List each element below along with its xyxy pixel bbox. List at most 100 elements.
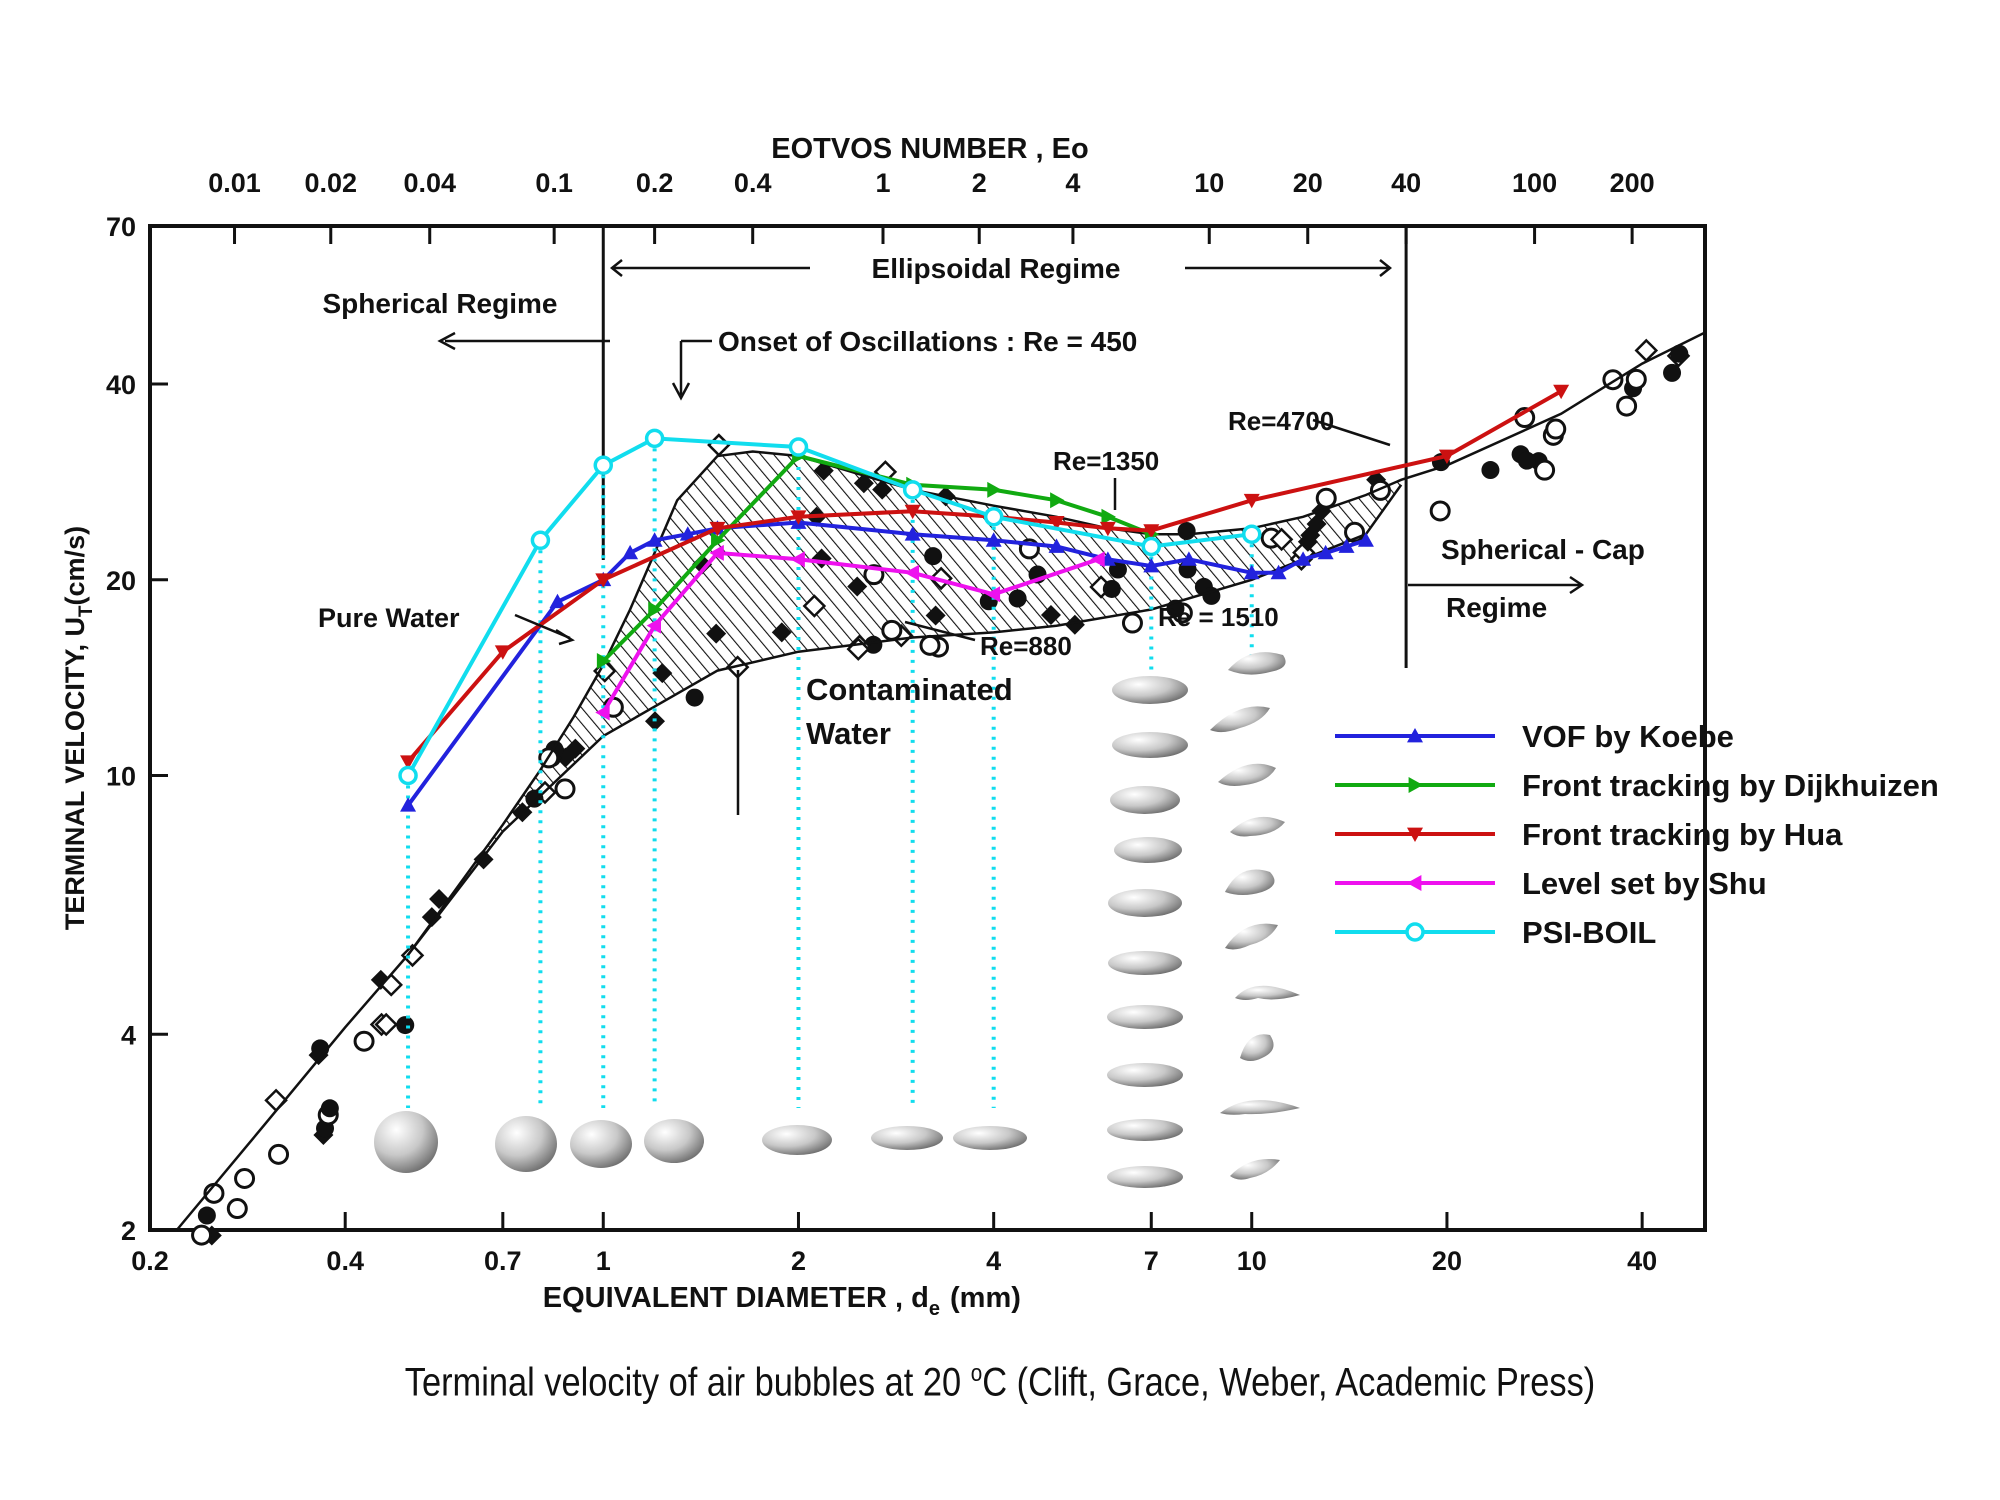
data-point [593,455,614,476]
bubble-shapes-row [374,1111,1027,1173]
experimental-point [1663,363,1682,382]
top-axis-title: EOTVOS NUMBER , Eo [771,133,1088,165]
x-tick-label: 7 [1144,1246,1159,1276]
axis-ticks: 0.2 0.4 0.7 1 2 4 7 10 20 40 2 4 10 20 40 70 0.01 0.02 0.0… [106,168,1657,1276]
experimental-point [925,605,946,626]
data-point [904,526,921,541]
legend: VOF by Koebe Front tracking by Dijkhuizen… [1335,719,1939,950]
regime-lines [601,226,1408,668]
data-point [711,532,726,549]
top-tick-label: 100 [1512,168,1557,198]
data-point [904,504,921,520]
experimental-point [919,634,941,656]
legend-item: Front tracking by Dijkhuizen [1335,768,1939,803]
experimental-point [226,1198,248,1220]
experimental-point [421,907,442,928]
re1350-label: Re=1350 [1053,446,1159,476]
x-axis-unit: (mm) [950,1282,1021,1314]
data-point [904,564,920,581]
spherical-cap-label: Spherical - Cap [1441,534,1645,565]
top-tick-label: 0.01 [208,168,261,198]
legend-item: VOF by Koebe [1335,719,1734,754]
legend-label: Front tracking by Hua [1522,817,1843,852]
pure-water-label: Pure Water [318,603,460,633]
top-tick-label: 0.2 [636,168,674,198]
experimental-point [802,594,827,618]
experimental-point [197,1206,216,1225]
experimental-point [1625,368,1647,390]
y-tick-label: 4 [121,1020,136,1050]
bubble-shape [570,1120,632,1168]
data-point [709,521,726,537]
experimental-point [554,778,576,800]
bubble-shape [1114,837,1182,863]
experimental-point [707,433,731,457]
x-tick-label: 0.2 [131,1246,169,1276]
onset-label: Onset of Oscillations : Re = 450 [718,326,1137,357]
legend-item: PSI-BOIL [1335,915,1656,950]
figure-caption: Terminal velocity of air bubbles at 20 o… [404,1360,1596,1405]
series-layer [398,384,1570,812]
data-point [648,601,663,618]
legend-label: PSI-BOIL [1522,915,1656,950]
experimental-point [881,619,903,641]
bubble-shape [871,1126,943,1150]
water-label: Water [806,716,891,751]
top-tick-label: 1 [875,168,890,198]
experimental-point [320,1099,339,1118]
top-tick-label: 10 [1194,168,1224,198]
data-point [987,481,1002,498]
x-tick-label: 2 [791,1246,806,1276]
experimental-point [1616,395,1638,417]
data-point [400,755,417,770]
annotation-labels: Ellipsoidal Regime Spherical Regime Onse… [318,253,1645,751]
data-point [646,617,662,634]
y-tick-label: 20 [106,566,136,596]
data-point [1143,524,1160,539]
experimental-point [1040,604,1061,625]
top-tick-label: 40 [1391,168,1421,198]
x-tick-label: 4 [986,1246,1001,1276]
data-point [1243,493,1260,509]
legend-label: Front tracking by Dijkhuizen [1522,768,1939,803]
bubble-shape [1235,985,1300,1000]
bubble-shape [1228,652,1286,675]
data-point [1317,544,1334,560]
data-point [1553,384,1570,400]
series-level-set-by-shu [595,544,1105,721]
top-tick-label: 0.02 [304,168,357,198]
ellipsoidal-label: Ellipsoidal Regime [872,253,1121,284]
bubble-shape [1108,951,1182,975]
x-axis-title: EQUIVALENT DIAMETER , de [543,1282,940,1320]
experimental-point [396,1016,415,1035]
data-point [549,593,566,609]
data-point [1099,521,1116,537]
experimental-point [191,1224,213,1246]
re880-label: Re=880 [980,631,1072,661]
data-point [1048,516,1065,531]
series-psi-boil [398,428,1262,786]
data-point [398,765,418,786]
experimental-point [652,663,673,684]
legend-marker [1407,827,1423,842]
data-point [1357,532,1374,547]
experimental-point [771,622,792,643]
x-tick-label: 0.7 [484,1246,522,1276]
experimental-point [1517,451,1536,470]
experimental-point [400,943,425,968]
series-vof-by-koebe [400,514,1374,812]
bubble-shape [1230,816,1285,837]
experimental-point [692,554,713,575]
data-point [646,532,663,547]
bubble-shape [1220,1100,1300,1115]
bubble-shape [762,1125,832,1155]
top-tick-label: 4 [1065,168,1080,198]
legend-label: Level set by Shu [1522,866,1767,901]
x-tick-label: 40 [1627,1246,1657,1276]
legend-item: Level set by Shu [1335,866,1767,901]
bubble-shape [1230,1159,1280,1180]
spherical-cap-regime-label: Regime [1446,592,1547,623]
experimental-point [1429,500,1451,522]
experimental-point [1534,459,1556,481]
